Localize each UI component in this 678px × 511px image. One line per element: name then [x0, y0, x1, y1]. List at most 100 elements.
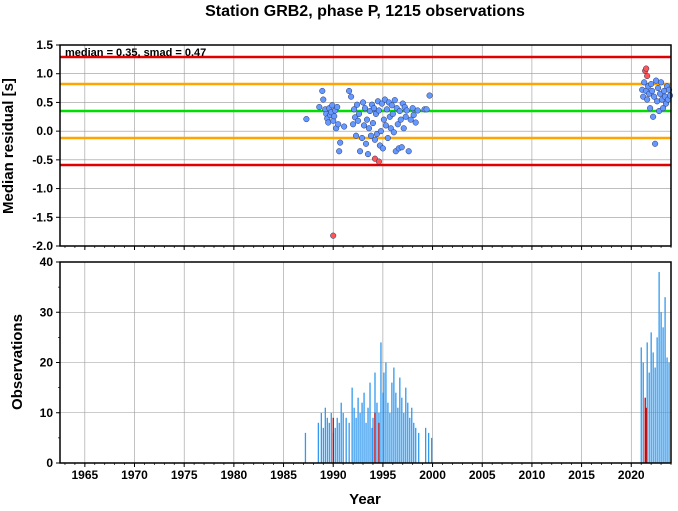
- residual-point: [658, 79, 665, 86]
- observation-bar: [361, 402, 363, 463]
- observation-bar: [369, 382, 371, 463]
- residual-point: [379, 145, 386, 152]
- x-tick-label: 1975: [171, 468, 198, 482]
- residual-point: [320, 96, 327, 103]
- residual-point: [319, 87, 326, 94]
- observation-bar: [367, 407, 369, 463]
- y-tick-label: 1.5: [36, 38, 53, 52]
- residual-point: [382, 122, 389, 129]
- residual-point: [649, 87, 656, 94]
- observation-bar: [430, 437, 433, 463]
- residual-point: [337, 139, 344, 146]
- residual-point: [331, 113, 338, 120]
- residual-point: [391, 97, 398, 104]
- residual-point: [348, 93, 355, 100]
- y-tick-label: 0.5: [36, 95, 53, 109]
- observation-bar: [411, 407, 413, 463]
- residual-point: [362, 140, 370, 147]
- residual-point: [355, 110, 363, 117]
- x-tick-label: 2000: [419, 468, 446, 482]
- residual-point: [400, 125, 407, 132]
- residual-point: [377, 128, 384, 135]
- residual-point: [405, 148, 412, 155]
- residual-point: [389, 110, 396, 117]
- y-tick-label: 40: [40, 255, 54, 269]
- observation-bar: [353, 407, 355, 463]
- x-tick-label: 2010: [519, 468, 546, 482]
- observation-bar: [656, 337, 658, 463]
- residual-point: [644, 96, 651, 103]
- residual-point: [371, 136, 378, 143]
- x-tick-label: 1965: [71, 468, 98, 482]
- residual-point: [414, 107, 421, 114]
- observation-bar: [654, 367, 656, 463]
- observation-bar: [668, 362, 670, 463]
- observation-bar: [380, 342, 382, 463]
- observation-bar: [322, 427, 324, 463]
- observation-bar: [415, 427, 417, 463]
- residual-point: [397, 116, 404, 123]
- residual-point: [641, 79, 648, 86]
- observation-bar: [409, 417, 411, 463]
- observation-bar: [387, 402, 389, 463]
- observation-bar: [363, 392, 365, 463]
- x-tick-label: 1995: [370, 468, 397, 482]
- observation-bar: [666, 357, 668, 463]
- x-tick-label: 1980: [221, 468, 248, 482]
- observation-bar: [662, 327, 664, 463]
- observation-bar: [640, 347, 642, 463]
- observations-y-label: Observations: [9, 314, 26, 410]
- observation-bars: [304, 272, 670, 463]
- y-tick-label: 1.0: [36, 67, 53, 81]
- observation-bar: [397, 407, 399, 463]
- observation-bar: [383, 372, 385, 463]
- observation-bar: [376, 402, 378, 463]
- observation-bar: [365, 422, 367, 463]
- highlight-bar: [644, 397, 646, 463]
- observation-bar: [399, 377, 401, 463]
- y-tick-label: -1.5: [32, 210, 53, 224]
- residual-point: [398, 144, 405, 151]
- observation-bar: [664, 297, 666, 463]
- residual-point: [369, 120, 377, 127]
- residual-point: [394, 121, 401, 128]
- observation-bar: [393, 367, 395, 463]
- residual-points: [303, 65, 674, 239]
- residual-x-ticks: [64, 246, 672, 250]
- residual-plot-frame: [59, 44, 672, 247]
- residual-point: [361, 105, 369, 112]
- observation-bar: [658, 272, 660, 463]
- observation-bar: [345, 417, 347, 463]
- residual-point: [365, 125, 373, 132]
- residual-point: [666, 92, 674, 99]
- residual-point: [384, 134, 391, 142]
- residual-point: [648, 81, 655, 88]
- residual-point: [660, 105, 667, 112]
- residual-point: [346, 87, 353, 94]
- residual-point: [364, 151, 372, 158]
- residual-point: [380, 116, 387, 123]
- observation-bar: [328, 422, 330, 463]
- observation-bar: [403, 412, 405, 463]
- residual-point: [402, 113, 409, 120]
- residual-point: [407, 116, 414, 123]
- y-tick-label: 20: [40, 356, 54, 370]
- observation-bar: [646, 342, 648, 463]
- highlight-bar: [378, 422, 380, 463]
- residual-point: [367, 132, 375, 139]
- residual-panel: 1.5 1.0 0.5 0.0 -0.5 -1.0 -1.5 -2.0 median = 0.…: [0, 38, 674, 253]
- residual-point: [363, 116, 371, 123]
- residual-point: [409, 105, 416, 112]
- residual-point: [651, 93, 658, 100]
- reference-lines: [60, 55, 671, 167]
- residual-point: [396, 107, 403, 115]
- residual-point: [412, 119, 419, 126]
- observation-bar: [425, 427, 427, 463]
- residual-point: [655, 85, 662, 92]
- y-tick-label: -0.5: [32, 153, 53, 167]
- residual-point: [354, 117, 362, 124]
- observation-bar: [401, 397, 403, 463]
- observation-bar: [372, 417, 374, 463]
- observation-bar: [340, 402, 342, 463]
